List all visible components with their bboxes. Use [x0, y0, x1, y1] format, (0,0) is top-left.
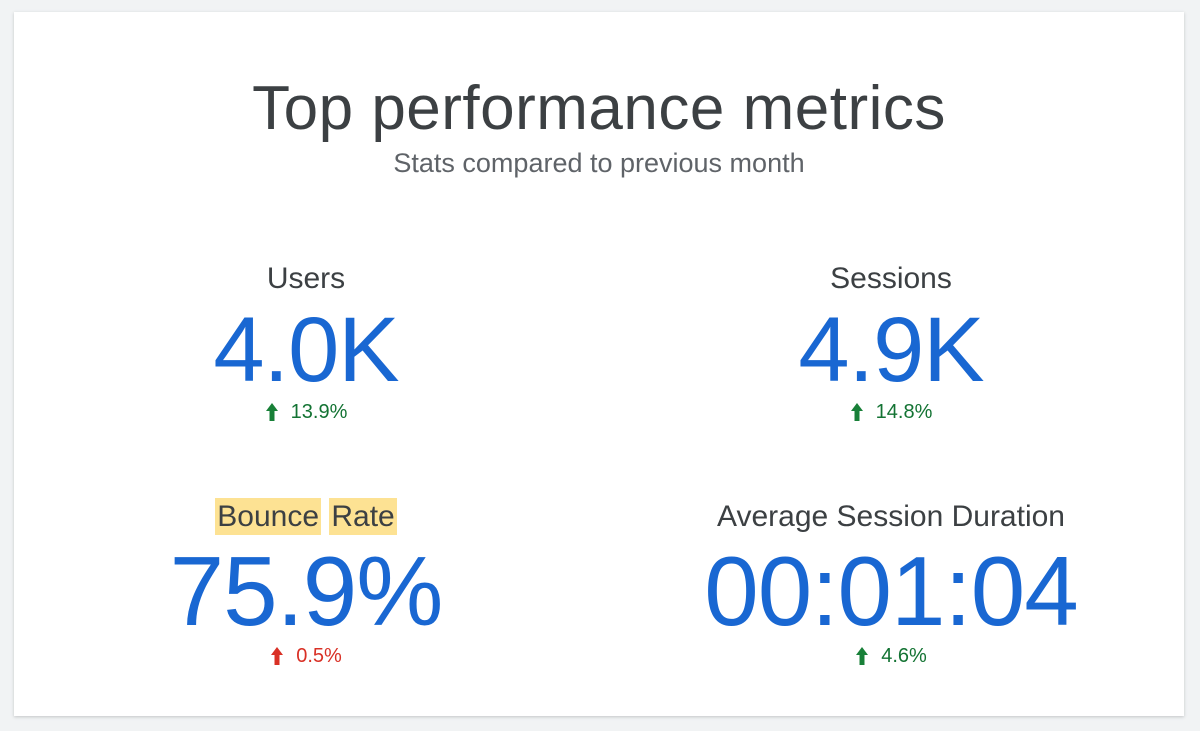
metric-label: Bounce Rate — [26, 498, 586, 540]
metric-delta: 4.6% — [855, 646, 927, 666]
arrow-up-icon — [271, 647, 284, 665]
metric-value: 75.9% — [169, 536, 444, 646]
metric-delta: 13.9% — [265, 401, 348, 423]
metric-delta-value: 0.5% — [296, 645, 342, 667]
metric-users: Users 4.0K 13.9% — [26, 264, 586, 427]
arrow-up-icon — [856, 647, 869, 665]
metric-value: 4.0K — [213, 299, 399, 401]
metric-delta-value: 14.8% — [875, 401, 933, 423]
metric-delta: 14.8% — [850, 401, 933, 423]
metric-delta-value: 13.9% — [290, 401, 348, 423]
arrow-up-icon — [265, 403, 278, 421]
arrow-up-icon — [850, 403, 863, 421]
page-title: Top performance metrics — [252, 74, 946, 143]
metric-delta-value: 4.6% — [881, 645, 927, 667]
metric-average-session-duration: Average Session Duration 00:01:04 4.6% — [611, 502, 1171, 671]
page-subtitle: Stats compared to previous month — [393, 148, 805, 178]
metric-bounce-rate: Bounce Rate 75.9% 0.5% — [26, 498, 586, 671]
metric-label: Users — [266, 262, 346, 295]
metric-sessions: Sessions 4.9K 14.8% — [611, 264, 1171, 427]
metric-label: Sessions — [830, 262, 952, 295]
metric-label: Average Session Duration — [717, 500, 1065, 533]
metric-value: 00:01:04 — [704, 536, 1078, 646]
scorecard-panel: Top performance metrics Stats compared t… — [14, 12, 1184, 716]
metric-delta: 0.5% — [270, 646, 342, 666]
highlighted-word: Rate — [329, 498, 397, 535]
highlighted-word: Bounce — [215, 498, 322, 535]
metric-value: 4.9K — [798, 299, 984, 401]
